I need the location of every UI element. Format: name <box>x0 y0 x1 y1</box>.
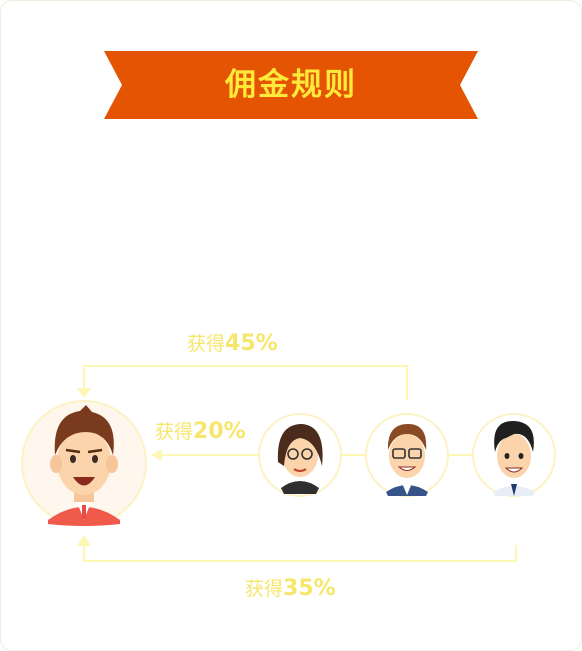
rule-35-label: 获得35% <box>245 576 336 601</box>
connector-35 <box>83 540 517 562</box>
main-user-avatar <box>21 400 147 526</box>
arrow-head-20-icon <box>151 449 162 461</box>
page-title: 佣金规则 <box>225 67 357 103</box>
rule-20-label: 获得20% <box>155 419 246 444</box>
title-ribbon-banner <box>104 51 478 119</box>
man-glasses-avatar <box>365 413 449 497</box>
connector-45 <box>83 365 408 400</box>
woman-glasses-avatar <box>258 413 342 497</box>
arrow-head-45-icon <box>77 388 91 398</box>
young-man-avatar <box>472 413 556 497</box>
arrow-head-35-icon <box>77 535 91 546</box>
rule-45-label: 获得45% <box>187 331 278 356</box>
